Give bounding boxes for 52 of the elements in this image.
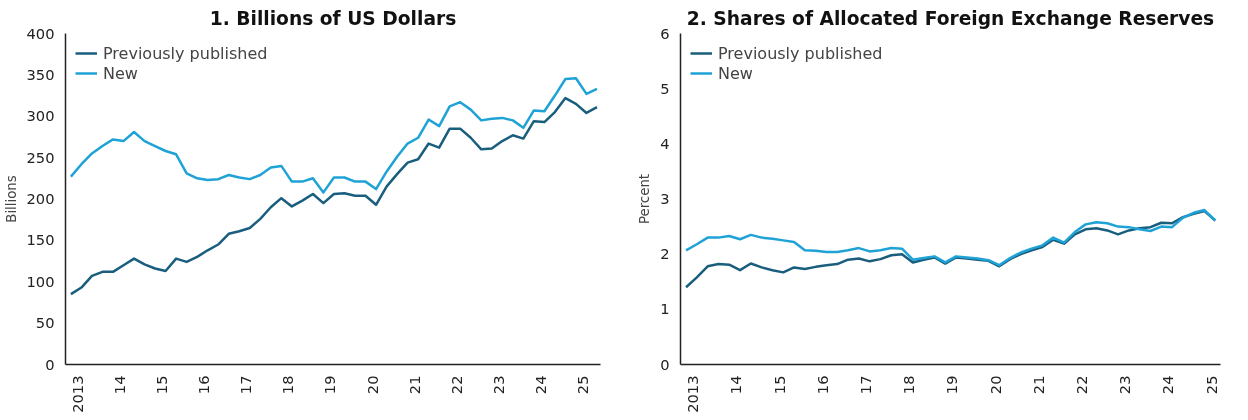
y-axis-title: Percent	[637, 173, 653, 225]
x-tick-label: 23	[1116, 375, 1134, 395]
legend-label: New	[103, 63, 138, 83]
x-tick-label: 18	[900, 375, 918, 395]
x-tick-label: 25	[573, 375, 591, 395]
x-tick-label: 2013	[68, 375, 86, 413]
y-axis-title: Billions	[3, 175, 19, 223]
x-tick-label: 24	[1159, 375, 1177, 395]
x-tick-label: 17	[857, 375, 875, 395]
x-tick-label: 20	[986, 375, 1004, 395]
y-tick-label: 100	[26, 272, 55, 290]
line-series	[684, 208, 1217, 267]
legend-label: New	[718, 63, 753, 83]
x-tick-label: 16	[195, 375, 213, 395]
y-tick-label: 400	[26, 24, 55, 42]
x-tick-label: 22	[1073, 375, 1091, 395]
x-tick-label: 19	[943, 375, 961, 395]
x-tick-label: 21	[1029, 375, 1047, 395]
x-tick-label: 15	[153, 375, 171, 395]
x-tick-label: 15	[770, 375, 788, 395]
x-tick-label: 14	[727, 375, 745, 395]
x-tick-label: 18	[279, 375, 297, 395]
y-tick-label: 300	[26, 107, 55, 125]
y-tick-label: 200	[26, 190, 55, 207]
x-tick-label: 20	[363, 375, 381, 395]
legend-label: Previously published	[718, 43, 883, 63]
y-tick-label: 4	[660, 134, 670, 152]
x-tick-label: 14	[111, 375, 128, 395]
y-tick-label: 150	[26, 231, 55, 249]
chart-title: 1. Billions of US Dollars	[209, 7, 457, 29]
line-series	[69, 96, 599, 296]
y-tick-label: 5	[660, 79, 670, 97]
y-tick-label: 2	[660, 245, 670, 263]
y-tick-label: 350	[26, 65, 55, 83]
x-tick-label: 22	[447, 375, 465, 395]
y-tick-label: 250	[26, 148, 55, 166]
x-tick-label: 23	[489, 375, 507, 395]
y-tick-label: 3	[660, 190, 670, 207]
y-tick-label: 6	[660, 24, 670, 42]
y-tick-label: 0	[45, 355, 55, 373]
x-tick-label: 25	[1202, 375, 1220, 395]
legend-label: Previously published	[103, 43, 268, 63]
x-tick-label: 2013	[684, 375, 702, 413]
chart-title: 2. Shares of Allocated Foreign Exchange Reserves	[686, 7, 1215, 29]
x-tick-label: 19	[321, 375, 339, 395]
x-tick-label: 21	[405, 375, 423, 395]
y-tick-label: 1	[660, 300, 670, 318]
x-tick-label: 17	[237, 375, 255, 395]
y-tick-label: 0	[660, 355, 670, 373]
y-tick-label: 50	[35, 314, 55, 332]
x-tick-label: 16	[813, 375, 831, 395]
x-tick-label: 24	[531, 375, 549, 395]
